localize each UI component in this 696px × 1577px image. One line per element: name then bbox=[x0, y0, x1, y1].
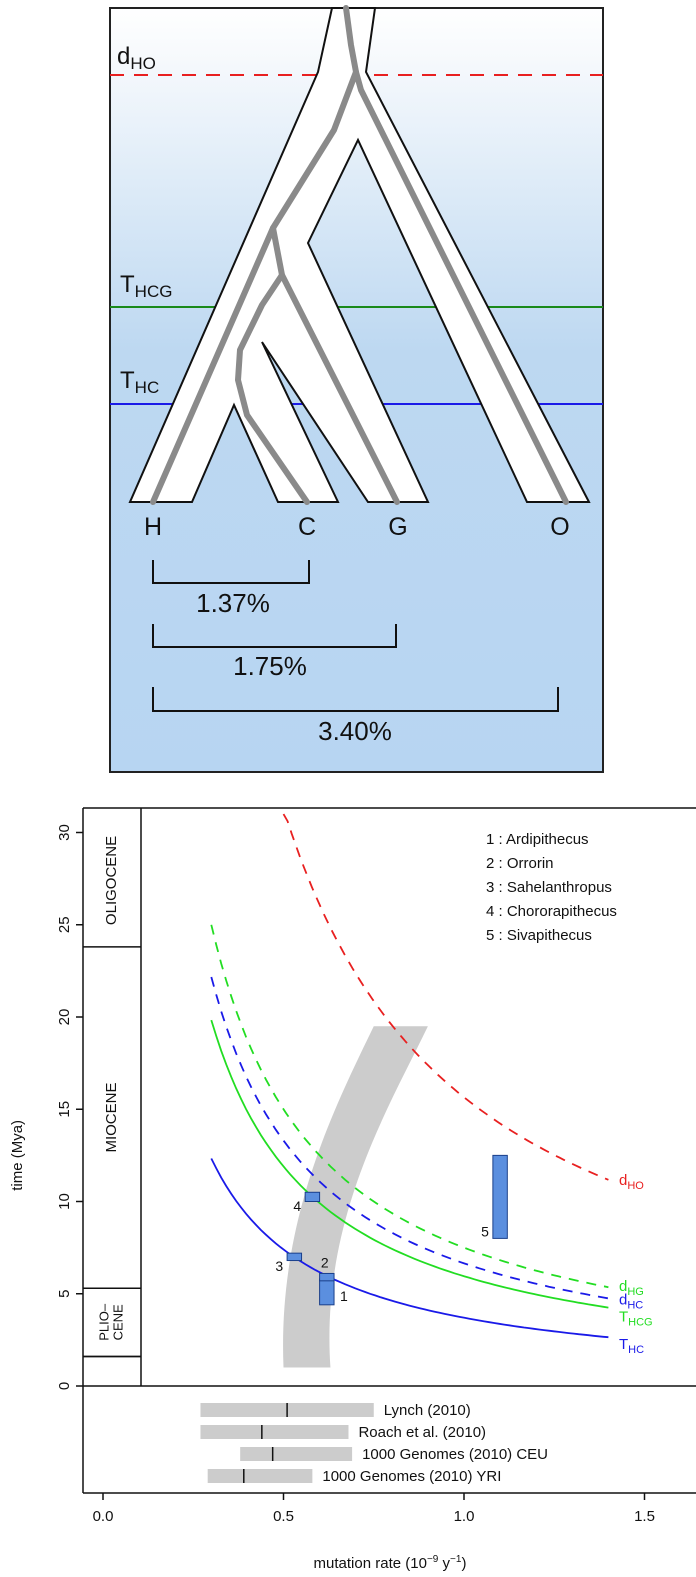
estimate-label: 1000 Genomes (2010) CEU bbox=[362, 1446, 548, 1463]
series-label: THC bbox=[619, 1336, 644, 1356]
series-label: dHC bbox=[619, 1291, 643, 1311]
legend-entry: 4 : Chororapithecus bbox=[486, 903, 617, 920]
fossil-box-5 bbox=[492, 1154, 508, 1239]
fossil-box-4 bbox=[304, 1191, 321, 1203]
legend-entry: 5 : Sivapithecus bbox=[486, 927, 592, 944]
y-tick-label: 15 bbox=[56, 1101, 73, 1118]
species-tree bbox=[128, 7, 591, 503]
series-T-HC bbox=[210, 1158, 609, 1339]
fossil-label-4: 4 bbox=[293, 1198, 301, 1214]
gene-tree bbox=[150, 5, 569, 505]
y-tick-label: 25 bbox=[56, 916, 73, 933]
divergence-hg: 1.75% bbox=[233, 651, 307, 681]
x-tick-label: 0.0 bbox=[93, 1508, 114, 1525]
series-d-HG bbox=[210, 924, 609, 1289]
epoch-label: OLIGOCENE bbox=[103, 836, 120, 925]
fossil-label-1: 1 bbox=[340, 1288, 348, 1304]
divergence-brackets bbox=[152, 560, 559, 712]
estimate-bar bbox=[200, 1425, 349, 1439]
divergence-ho: 3.40% bbox=[318, 716, 392, 746]
x-tick-label: 0.5 bbox=[273, 1508, 294, 1525]
tip-o: O bbox=[550, 513, 569, 541]
estimate-bar bbox=[240, 1447, 353, 1461]
fossil-label-3: 3 bbox=[275, 1258, 283, 1274]
series-label: THCG bbox=[619, 1309, 653, 1329]
series-label: dHG bbox=[619, 1278, 644, 1298]
x-tick-label: 1.0 bbox=[454, 1508, 475, 1525]
divergence-hc: 1.37% bbox=[196, 588, 270, 618]
legend-entry: 3 : Sahelanthropus bbox=[486, 879, 612, 896]
epoch-label: PLIO– bbox=[96, 1303, 111, 1341]
fossil-label-2: 2 bbox=[321, 1254, 329, 1270]
y-tick-label: 10 bbox=[56, 1193, 73, 1210]
series-d-HC bbox=[210, 976, 609, 1300]
estimate-bar bbox=[207, 1469, 313, 1483]
dho-label: dHO bbox=[117, 43, 156, 73]
phylogeny-panel: dHO THCG THC H C G O 1.37% 1.75% 3.40% bbox=[109, 5, 604, 773]
epoch-label: MIOCENE bbox=[103, 1083, 120, 1153]
x-tick-label: 1.5 bbox=[634, 1508, 655, 1525]
estimate-label: Lynch (2010) bbox=[384, 1402, 471, 1419]
series-T-HCG bbox=[210, 1019, 609, 1309]
fossil-box-2 bbox=[319, 1272, 335, 1282]
y-tick-label: 5 bbox=[56, 1290, 73, 1298]
fossil-box-1 bbox=[319, 1278, 335, 1306]
y-tick-label: 20 bbox=[56, 1009, 73, 1026]
legend-entry: 1 : Ardipithecus bbox=[486, 831, 589, 848]
x-axis-title: mutation rate (10−9 y−1) bbox=[314, 1554, 467, 1572]
epoch-label: CENE bbox=[110, 1304, 125, 1340]
thcg-label: THCG bbox=[120, 271, 172, 301]
y-axis-title: time (Mya) bbox=[9, 1120, 26, 1191]
legend-entry: 2 : Orrorin bbox=[486, 855, 554, 872]
series-label: dHO bbox=[619, 1172, 644, 1192]
fossil-box-3 bbox=[286, 1252, 303, 1262]
tip-c: C bbox=[298, 513, 316, 541]
y-tick-label: 30 bbox=[56, 824, 73, 841]
thc-label: THC bbox=[120, 367, 159, 397]
tip-g: G bbox=[388, 513, 407, 541]
estimate-label: 1000 Genomes (2010) YRI bbox=[322, 1468, 501, 1485]
estimate-label: Roach et al. (2010) bbox=[358, 1424, 486, 1441]
tip-h: H bbox=[144, 513, 162, 541]
fossil-label-5: 5 bbox=[481, 1223, 489, 1239]
y-tick-label: 0 bbox=[56, 1382, 73, 1390]
